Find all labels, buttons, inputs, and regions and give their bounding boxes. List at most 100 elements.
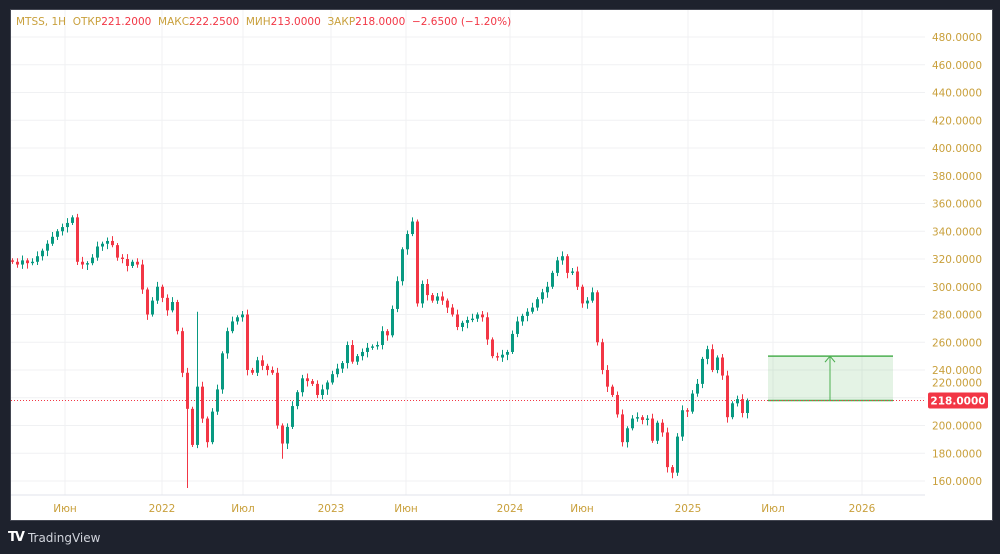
y-tick-label: 300.0000 — [932, 282, 982, 294]
candle-body — [646, 418, 649, 420]
candle-body — [681, 410, 684, 437]
candle-body — [256, 360, 259, 373]
chart-panel[interactable] — [10, 9, 993, 521]
candle-body — [136, 261, 139, 265]
y-tick-label: 480.0000 — [932, 32, 982, 44]
candle-body — [191, 408, 194, 445]
y-tick-label: 280.0000 — [932, 310, 982, 322]
candle-body — [56, 231, 59, 237]
candle-body — [621, 414, 624, 443]
candle-body — [271, 370, 274, 373]
candle-body — [131, 261, 134, 266]
y-tick-label: 220.0000 — [932, 378, 982, 390]
candle-body — [376, 345, 379, 347]
candle-body — [176, 302, 179, 332]
candle-body — [556, 260, 559, 273]
candle-body — [471, 318, 474, 321]
candle-body — [361, 351, 364, 357]
candle-body — [406, 234, 409, 250]
x-tick-label: Июл — [231, 503, 254, 515]
candle-body — [551, 272, 554, 287]
y-tick-label: 420.0000 — [932, 115, 982, 127]
candle-body — [356, 356, 359, 362]
candle-body — [636, 417, 639, 419]
candle-body — [581, 286, 584, 304]
candle-body — [76, 217, 79, 262]
change-value: −2.6500 (−1.20%) — [411, 16, 512, 28]
candle-body — [481, 314, 484, 318]
x-tick-label: 2025 — [675, 503, 702, 515]
x-tick-label: Июн — [53, 503, 77, 515]
tradingview-logo-icon[interactable]: TV — [8, 530, 25, 545]
candle-body — [746, 400, 749, 414]
footer: TV TradingView — [8, 530, 100, 545]
candle-body — [166, 297, 169, 311]
candle-body — [546, 286, 549, 293]
candle-body — [721, 357, 724, 376]
candle-body — [36, 256, 39, 262]
candle-body — [321, 389, 324, 395]
ohlc-legend: MTSS, 1H ОТКР221.2000 МАКС222.2500 МИН21… — [16, 16, 511, 28]
candle-body — [26, 260, 29, 264]
symbol-label: MTSS, 1H — [16, 16, 67, 28]
last-price-label: 218.0000 — [930, 396, 985, 408]
candle-body — [461, 322, 464, 327]
x-tick-label: 2024 — [497, 503, 524, 515]
candle-body — [446, 300, 449, 308]
y-tick-label: 260.0000 — [932, 337, 982, 349]
candle-body — [41, 250, 44, 257]
candle-body — [451, 307, 454, 315]
x-tick-label: 2022 — [149, 503, 176, 515]
candle-body — [261, 360, 264, 366]
candle-body — [386, 331, 389, 336]
candle-body — [366, 347, 369, 352]
candle-body — [566, 256, 569, 273]
target-arrow-head-icon — [824, 355, 836, 363]
candle-body — [351, 345, 354, 362]
candle-body — [671, 467, 674, 473]
candle-body — [316, 383, 319, 395]
candle-body — [246, 314, 249, 370]
candle-body — [31, 261, 34, 264]
y-tick-label: 240.0000 — [932, 365, 982, 377]
candle-body — [531, 307, 534, 312]
candle-body — [571, 271, 574, 273]
candle-body — [241, 314, 244, 318]
candle-body — [711, 349, 714, 370]
candle-body — [526, 311, 529, 316]
candle-body — [676, 436, 679, 473]
candle-body — [511, 333, 514, 352]
candle-body — [226, 331, 229, 354]
candle-body — [696, 383, 699, 394]
candle-body — [221, 353, 224, 390]
y-tick-label: 180.0000 — [932, 448, 982, 460]
candle-body — [71, 217, 74, 223]
candle-body — [201, 386, 204, 419]
candle-body — [656, 422, 659, 441]
y-tick-label: 440.0000 — [932, 88, 982, 100]
high-label: МАКС — [158, 16, 190, 28]
candle-body — [516, 321, 519, 334]
candle-body — [266, 365, 269, 370]
candle-body — [151, 300, 154, 315]
low-label: МИН — [245, 16, 271, 28]
candle-body — [491, 339, 494, 357]
candle-body — [326, 382, 329, 390]
candle-body — [631, 418, 634, 429]
y-tick-label: 360.0000 — [932, 199, 982, 211]
candle-body — [586, 300, 589, 304]
candle-body — [641, 417, 644, 420]
close-label: ЗАКР — [327, 16, 356, 28]
y-tick-label: 460.0000 — [932, 60, 982, 72]
candle-body — [251, 370, 254, 373]
candle-body — [606, 370, 609, 387]
x-tick-label: 2026 — [849, 503, 876, 515]
candle-body — [211, 411, 214, 443]
candle-body — [506, 351, 509, 355]
candle-body — [46, 243, 49, 251]
candle-body — [401, 249, 404, 282]
candle-body — [296, 392, 299, 407]
candle-body — [236, 317, 239, 322]
candle-body — [101, 243, 104, 247]
